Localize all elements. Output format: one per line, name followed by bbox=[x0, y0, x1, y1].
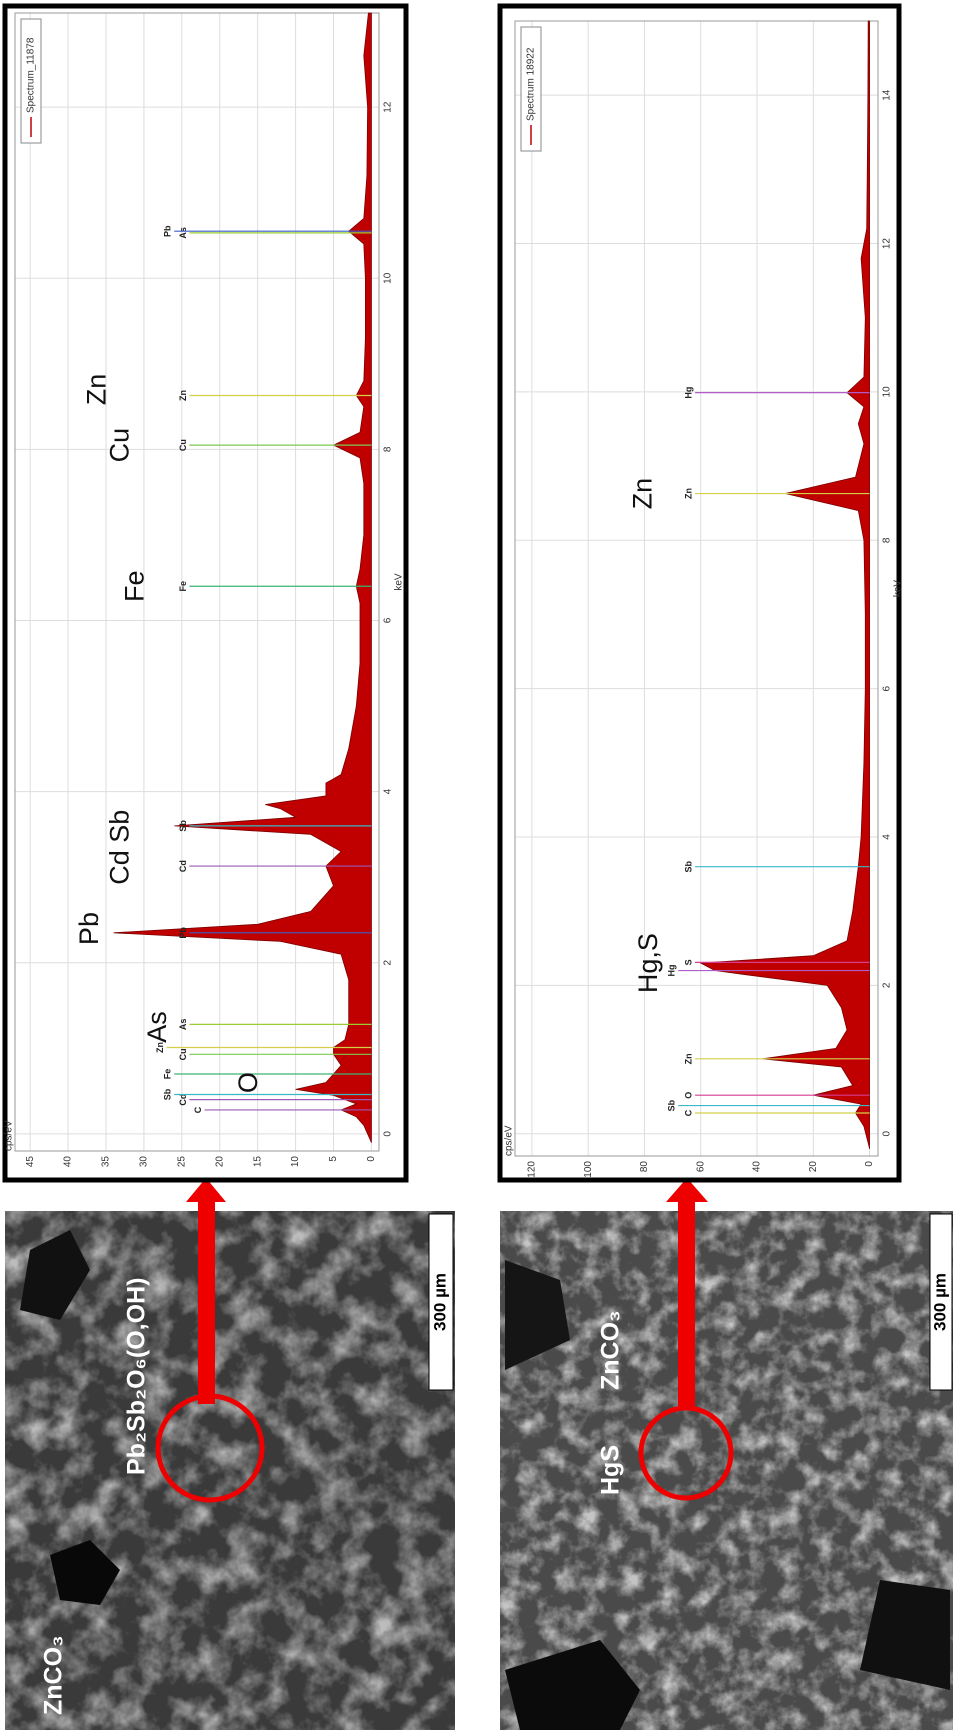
annotation: Fe bbox=[119, 571, 149, 603]
x-tick-label: 2 bbox=[882, 982, 893, 988]
element-label: Zn bbox=[683, 1053, 693, 1064]
element-label: C bbox=[683, 1109, 693, 1116]
element-label: Hg bbox=[683, 387, 693, 399]
scale-label: 300 µm bbox=[430, 1273, 449, 1331]
y-tick-label: 120 bbox=[527, 1161, 538, 1178]
spectrum-area bbox=[113, 12, 372, 1143]
scale-bar bbox=[929, 1213, 953, 1391]
element-label: S bbox=[683, 959, 693, 965]
element-label: Cd bbox=[178, 860, 188, 872]
element-label: C bbox=[193, 1106, 203, 1113]
rotated-figure: ZnCO₃ Pb₂Sb₂O₆(O,OH) 300 µm HgS ZnCO₃ 30… bbox=[2, 3, 953, 1730]
annotation: Pb bbox=[74, 912, 104, 945]
annotation: Zn bbox=[628, 478, 658, 510]
x-tick-label: 8 bbox=[882, 537, 893, 543]
arrow bbox=[678, 1200, 695, 1408]
sem-image: ZnCO₃ Pb₂Sb₂O₆(O,OH) 300 µm bbox=[5, 1178, 455, 1730]
element-label: Fe bbox=[163, 1069, 173, 1080]
x-tick-label: 10 bbox=[882, 386, 893, 398]
y-tick-label: 20 bbox=[214, 1156, 225, 1168]
element-label: Pb bbox=[163, 225, 173, 237]
y-tick-label: 30 bbox=[139, 1156, 150, 1168]
y-tick-label: 10 bbox=[290, 1156, 301, 1168]
chart: 0 20 40 60 80 100 120 0 2 4 6 8 10 12 14 cps/eV keV Spect… bbox=[497, 3, 904, 1183]
sem-label: Pb₂Sb₂O₆(O,OH) bbox=[123, 1278, 151, 1475]
sem-label: HgS bbox=[597, 1445, 625, 1495]
y-tick-label: 0 bbox=[366, 1156, 377, 1162]
element-label: Cu bbox=[178, 439, 188, 451]
arrow-head bbox=[186, 1178, 226, 1202]
annotation: Hg,S bbox=[633, 933, 663, 993]
x-tick-label: 12 bbox=[882, 238, 893, 250]
element-label: Zn bbox=[683, 488, 693, 499]
x-tick-label: 4 bbox=[882, 834, 893, 840]
element-label: As bbox=[178, 1019, 188, 1031]
legend-box bbox=[20, 18, 42, 144]
chart-frame bbox=[2, 3, 409, 1183]
y-tick-label: 35 bbox=[101, 1156, 112, 1168]
y-tick-label: 20 bbox=[808, 1161, 819, 1173]
annotation: As bbox=[142, 1011, 172, 1043]
annotation: Cu bbox=[104, 428, 134, 463]
sem-image: HgS ZnCO₃ 300 µm bbox=[500, 1178, 953, 1730]
x-tick-label: 0 bbox=[383, 1131, 394, 1137]
element-label: Sb bbox=[683, 860, 693, 872]
chart-frame bbox=[497, 3, 902, 1183]
plot-area bbox=[14, 12, 380, 1152]
y-tick-label: 40 bbox=[752, 1161, 763, 1173]
element-label: Sb bbox=[163, 1088, 173, 1100]
element-label: Cu bbox=[178, 1048, 188, 1060]
element-label: Sb bbox=[667, 1099, 677, 1111]
chart: 0 5 10 15 20 25 30 35 40 45 0 2 4 6 8 10 12 cps/eV keV Spec… bbox=[2, 3, 409, 1183]
x-tick-label: 14 bbox=[882, 89, 893, 101]
x-tick-label: 8 bbox=[383, 446, 394, 452]
annotation: Zn bbox=[82, 374, 112, 406]
arrow-head bbox=[666, 1178, 708, 1202]
element-label: Hg bbox=[667, 965, 677, 977]
x-tick-label: 0 bbox=[882, 1131, 893, 1137]
element-label: O bbox=[683, 1092, 693, 1099]
x-tick-label: 2 bbox=[383, 960, 394, 966]
y-tick-label: 25 bbox=[176, 1156, 187, 1168]
y-tick-label: 40 bbox=[63, 1156, 74, 1168]
y-tick-label: 5 bbox=[328, 1156, 339, 1162]
element-label: Zn bbox=[155, 1042, 165, 1053]
y-tick-label: 45 bbox=[25, 1156, 36, 1168]
x-tick-label: 6 bbox=[383, 617, 394, 623]
element-label: Zn bbox=[178, 390, 188, 401]
y-tick-label: 80 bbox=[639, 1161, 650, 1173]
annotation: Cd Sb bbox=[104, 810, 134, 885]
element-label: Cd bbox=[178, 1094, 188, 1106]
y-tick-label: 15 bbox=[252, 1156, 263, 1168]
element-label: Fe bbox=[178, 581, 188, 592]
scale-label: 300 µm bbox=[930, 1273, 949, 1331]
y-tick-label: 0 bbox=[864, 1161, 875, 1167]
legend-label: Spectrum 18922 bbox=[526, 47, 537, 121]
y-tick-label: 100 bbox=[583, 1161, 594, 1178]
arrow bbox=[198, 1200, 215, 1404]
x-axis-label: keV bbox=[893, 580, 904, 598]
spectrum-area bbox=[699, 20, 871, 1149]
element-label: As bbox=[178, 227, 188, 239]
annotation: O bbox=[233, 1072, 263, 1093]
legend-box bbox=[520, 26, 542, 152]
sem-label: ZnCO₃ bbox=[597, 1310, 625, 1390]
y-axis-label: cps/eV bbox=[4, 1120, 15, 1151]
sem-label: ZnCO₃ bbox=[40, 1635, 68, 1715]
element-label: Sb bbox=[178, 820, 188, 832]
x-tick-label: 6 bbox=[882, 685, 893, 691]
x-axis-label: keV bbox=[394, 573, 405, 591]
legend-label: Spectrum_11878 bbox=[26, 37, 37, 113]
plot-area bbox=[514, 20, 879, 1157]
y-axis-label: cps/eV bbox=[504, 1125, 515, 1156]
x-tick-label: 4 bbox=[383, 788, 394, 794]
x-tick-label: 12 bbox=[383, 101, 394, 113]
element-label: Pb bbox=[178, 927, 188, 939]
scale-bar bbox=[428, 1213, 454, 1391]
y-tick-label: 60 bbox=[695, 1161, 706, 1173]
x-tick-label: 10 bbox=[383, 272, 394, 284]
